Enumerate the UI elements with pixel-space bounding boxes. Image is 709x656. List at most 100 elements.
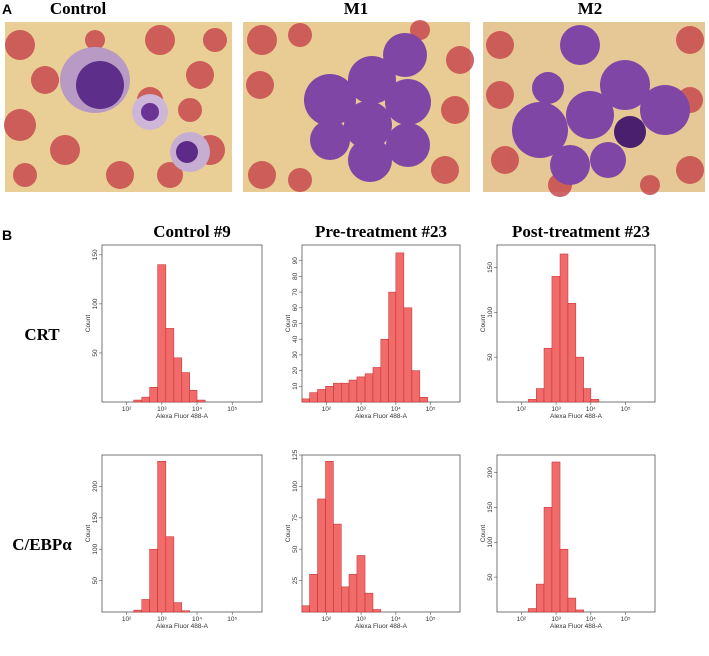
histogram-bar: [341, 382, 350, 403]
histogram-bar: [157, 264, 167, 403]
histogram-bar: [356, 376, 366, 403]
histogram-bar: [189, 389, 198, 403]
histogram-bar: [157, 461, 167, 613]
row-label: CRT: [24, 325, 60, 344]
x-tick-label: 10⁵: [426, 406, 436, 413]
histogram-bar: [419, 397, 428, 403]
x-tick-label: 10⁵: [621, 616, 631, 623]
y-tick-label: 50: [92, 349, 99, 357]
x-axis-label: Alexa Fluor 488-A: [156, 413, 209, 420]
y-tick-label: 200: [487, 467, 494, 478]
histogram-bar: [325, 386, 334, 403]
y-tick-label: 90: [292, 257, 299, 265]
histogram-bar: [196, 399, 206, 403]
histogram-bar: [567, 303, 577, 403]
x-tick-label: 10⁴: [586, 616, 596, 623]
x-tick-label: 10²: [517, 616, 527, 623]
histogram-bar: [348, 379, 358, 403]
histogram-bar: [543, 507, 553, 613]
y-tick-label: 50: [92, 577, 99, 585]
y-tick-label: 60: [292, 304, 299, 312]
histogram-bar: [309, 574, 318, 613]
y-tick-label: 100: [487, 306, 494, 317]
x-tick-label: 10³: [551, 616, 561, 623]
y-tick-label: 200: [92, 481, 99, 492]
plot-frame: [101, 454, 263, 613]
micrograph: [243, 20, 474, 192]
row-label: C/EBPα: [12, 535, 72, 554]
histogram-bar: [301, 398, 310, 403]
histogram-bar: [301, 605, 310, 613]
column-title: Control #9: [153, 222, 231, 241]
y-tick-label: 150: [92, 512, 99, 523]
column-title: Post-treatment #23: [512, 222, 650, 241]
y-tick-label: 80: [292, 272, 299, 280]
x-tick-label: 10²: [517, 406, 527, 413]
y-tick-label: 50: [292, 320, 299, 328]
histogram-bar: [364, 592, 374, 613]
histogram-bar: [149, 548, 158, 613]
y-tick-label: 25: [292, 577, 299, 585]
y-tick-label: 50: [487, 353, 494, 361]
micrograph: [4, 22, 232, 192]
histogram-bar: [356, 555, 366, 613]
panel-letter: B: [2, 227, 12, 243]
histogram-bar: [372, 609, 382, 613]
x-tick-label: 10⁵: [621, 406, 631, 413]
y-axis-label: Count: [85, 315, 92, 333]
histogram-bar: [133, 609, 143, 613]
y-axis-label: Count: [480, 315, 487, 333]
x-axis-label: Alexa Fluor 488-A: [355, 623, 408, 630]
x-tick-label: 10³: [356, 616, 366, 623]
y-tick-label: 70: [292, 288, 299, 296]
y-tick-label: 30: [292, 351, 299, 359]
y-tick-label: 40: [292, 335, 299, 343]
x-tick-label: 10²: [122, 406, 132, 413]
y-tick-label: 100: [487, 536, 494, 547]
y-axis-label: Count: [480, 525, 487, 543]
y-tick-label: 125: [292, 449, 299, 460]
histogram-bar: [149, 387, 158, 403]
histogram-bar: [133, 399, 143, 403]
y-tick-label: 150: [487, 262, 494, 273]
histogram-bar: [181, 610, 190, 613]
image-title: M1: [344, 0, 369, 18]
y-tick-label: 100: [92, 298, 99, 309]
histogram-bar: [380, 338, 389, 403]
x-tick-label: 10⁴: [192, 616, 202, 623]
histogram-bar: [165, 328, 175, 403]
panel-letter: A: [2, 1, 12, 17]
histogram-bar: [395, 252, 405, 403]
histogram-bar: [317, 389, 326, 403]
histogram-bar: [325, 461, 334, 613]
x-tick-label: 10⁵: [426, 616, 436, 623]
histogram-bar: [388, 291, 397, 403]
x-tick-label: 10⁴: [586, 406, 596, 413]
histogram-bar: [559, 548, 569, 613]
histogram-bar: [173, 602, 183, 613]
y-tick-label: 150: [487, 502, 494, 513]
histogram-bar: [536, 583, 545, 613]
image-title: M2: [578, 0, 603, 18]
histogram-bar: [559, 253, 569, 403]
histogram-bar: [575, 609, 584, 613]
histogram-bar: [317, 498, 326, 613]
image-title: Control: [50, 0, 107, 18]
histogram-bar: [551, 461, 561, 613]
histogram-bar: [309, 392, 318, 403]
x-tick-label: 10⁵: [227, 616, 237, 623]
y-tick-label: 150: [92, 249, 99, 260]
plot-frame: [496, 454, 656, 613]
histogram-bar: [536, 388, 545, 403]
x-tick-label: 10²: [122, 616, 132, 623]
x-tick-label: 10²: [322, 616, 332, 623]
histogram-bar: [348, 574, 358, 613]
x-tick-label: 10³: [356, 406, 366, 413]
plot-frame: [301, 244, 461, 403]
histogram-bar: [575, 356, 584, 403]
x-tick-label: 10²: [322, 406, 332, 413]
histogram-bar: [528, 399, 537, 403]
histogram-bar: [141, 396, 150, 403]
histogram-bar: [528, 608, 537, 613]
